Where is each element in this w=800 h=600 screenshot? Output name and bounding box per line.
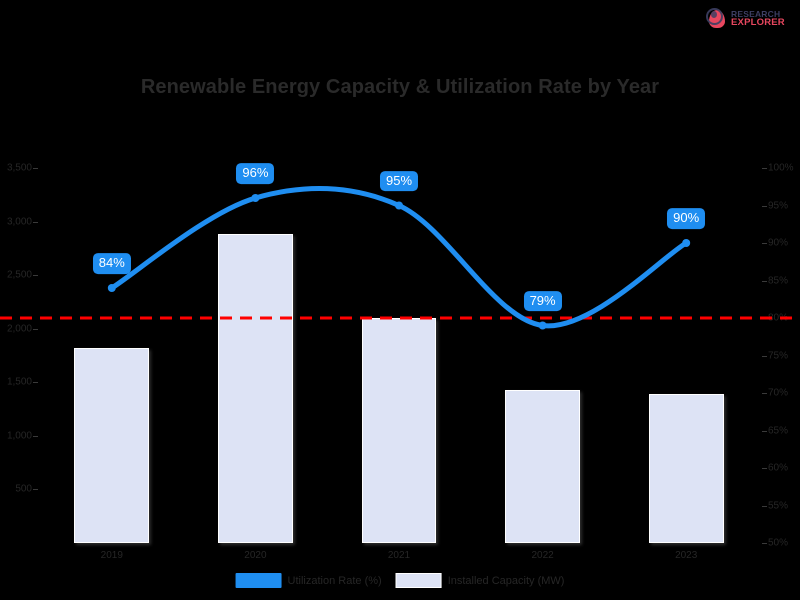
axis-tick-mark (33, 275, 38, 277)
data-label: 84% (92, 253, 131, 274)
x-axis-label: 2019 (100, 550, 123, 561)
axis-tick-mark (762, 355, 767, 357)
axis-tick-mark (33, 168, 38, 169)
data-label: 79% (523, 290, 562, 312)
chart-legend: Utilization Rate (%) Installed Capacity … (228, 569, 573, 592)
axis-tick-label: 50% (768, 537, 789, 549)
axis-tick-mark (762, 205, 767, 207)
axis-tick-label: 2,500 (6, 269, 32, 281)
data-label: 95% (379, 170, 419, 192)
axis-tick-mark (33, 382, 38, 384)
x-axis-label: 2021 (387, 550, 411, 561)
right-y-axis: 100% 95% 90% 85% 80% 75% 70% 65% 60% 55% 50% (762, 163, 800, 549)
axis-tick-label: 1,000 (6, 430, 32, 442)
axis-tick-mark (33, 328, 38, 330)
axis-tick-mark (762, 430, 767, 432)
logo-line-1: RESEARCH (731, 8, 781, 19)
axis-tick-mark (762, 468, 767, 469)
bar-column[interactable] (361, 318, 437, 543)
brand-logo: RESEARCH EXPLORER (706, 4, 794, 34)
legend-label-line: Utilization Rate (%) (287, 574, 382, 587)
axis-tick-mark (762, 505, 767, 507)
bar-column[interactable] (74, 348, 150, 543)
axis-tick-label: 75% (768, 350, 789, 361)
line-marker[interactable] (251, 194, 260, 202)
x-axis-label: 2023 (675, 550, 698, 561)
line-marker[interactable] (395, 201, 403, 210)
axis-tick-mark (33, 435, 38, 437)
legend-item-line[interactable]: Utilization Rate (%) (235, 573, 382, 588)
water-drop-icon (706, 7, 728, 31)
axis-tick-label: 60% (768, 462, 789, 474)
axis-tick-mark (762, 543, 767, 544)
axis-tick-label: 500 (15, 483, 32, 495)
bar-column[interactable] (505, 389, 580, 543)
axis-tick-label: 85% (768, 275, 789, 286)
line-swatch-icon (235, 573, 282, 588)
axis-tick-label: 3,500 (6, 162, 32, 174)
x-axis-label: 2022 (531, 550, 554, 561)
legend-label-bar: Installed Capacity (MW) (447, 574, 565, 587)
axis-tick-mark (762, 393, 767, 394)
bar[interactable] (218, 234, 293, 543)
bar-series (40, 168, 758, 543)
line-marker[interactable] (538, 321, 547, 330)
plot-area: 3,500 3,000 2,500 2,000 1,500 1,000 500 100% 95… (0, 163, 800, 561)
axis-tick-label: 70% (768, 387, 789, 399)
axis-tick-label: 3,000 (6, 216, 32, 228)
x-axis-label: 2020 (244, 550, 267, 561)
axis-tick-mark (33, 489, 38, 491)
legend-item-bar[interactable]: Installed Capacity (MW) (395, 573, 565, 588)
bar-column[interactable] (648, 394, 724, 543)
bar-swatch-icon (395, 573, 442, 588)
bar[interactable] (74, 348, 150, 543)
axis-tick-label: 80% (768, 312, 789, 324)
axis-tick-label: 1,500 (6, 376, 32, 388)
data-label: 96% (236, 163, 275, 184)
axis-tick-label: 90% (768, 237, 789, 249)
axis-tick-label: 95% (768, 200, 789, 211)
logo-line-2: EXPLORER (731, 17, 785, 29)
left-y-axis: 3,500 3,000 2,500 2,000 1,500 1,000 500 (0, 163, 38, 543)
logo-text: RESEARCH EXPLORER (731, 8, 785, 29)
axis-tick-mark (33, 221, 38, 223)
chart-title: Renewable Energy Capacity & Utilization … (140, 76, 660, 98)
axis-tick-label: 100% (768, 162, 794, 174)
axis-tick-mark (762, 280, 767, 282)
bar[interactable] (648, 394, 724, 543)
bar[interactable] (361, 318, 437, 543)
line-series-overlay (0, 185, 800, 330)
line-marker[interactable] (107, 284, 116, 292)
line-marker[interactable] (682, 239, 691, 247)
bar[interactable] (505, 389, 580, 543)
axis-tick-label: 55% (768, 500, 789, 511)
axis-tick-label: 2,000 (6, 323, 32, 335)
axis-tick-mark (762, 243, 767, 244)
axis-tick-label: 65% (768, 425, 789, 436)
axis-tick-mark (762, 168, 767, 169)
data-label: 90% (667, 208, 706, 229)
bar-column[interactable] (218, 234, 293, 543)
